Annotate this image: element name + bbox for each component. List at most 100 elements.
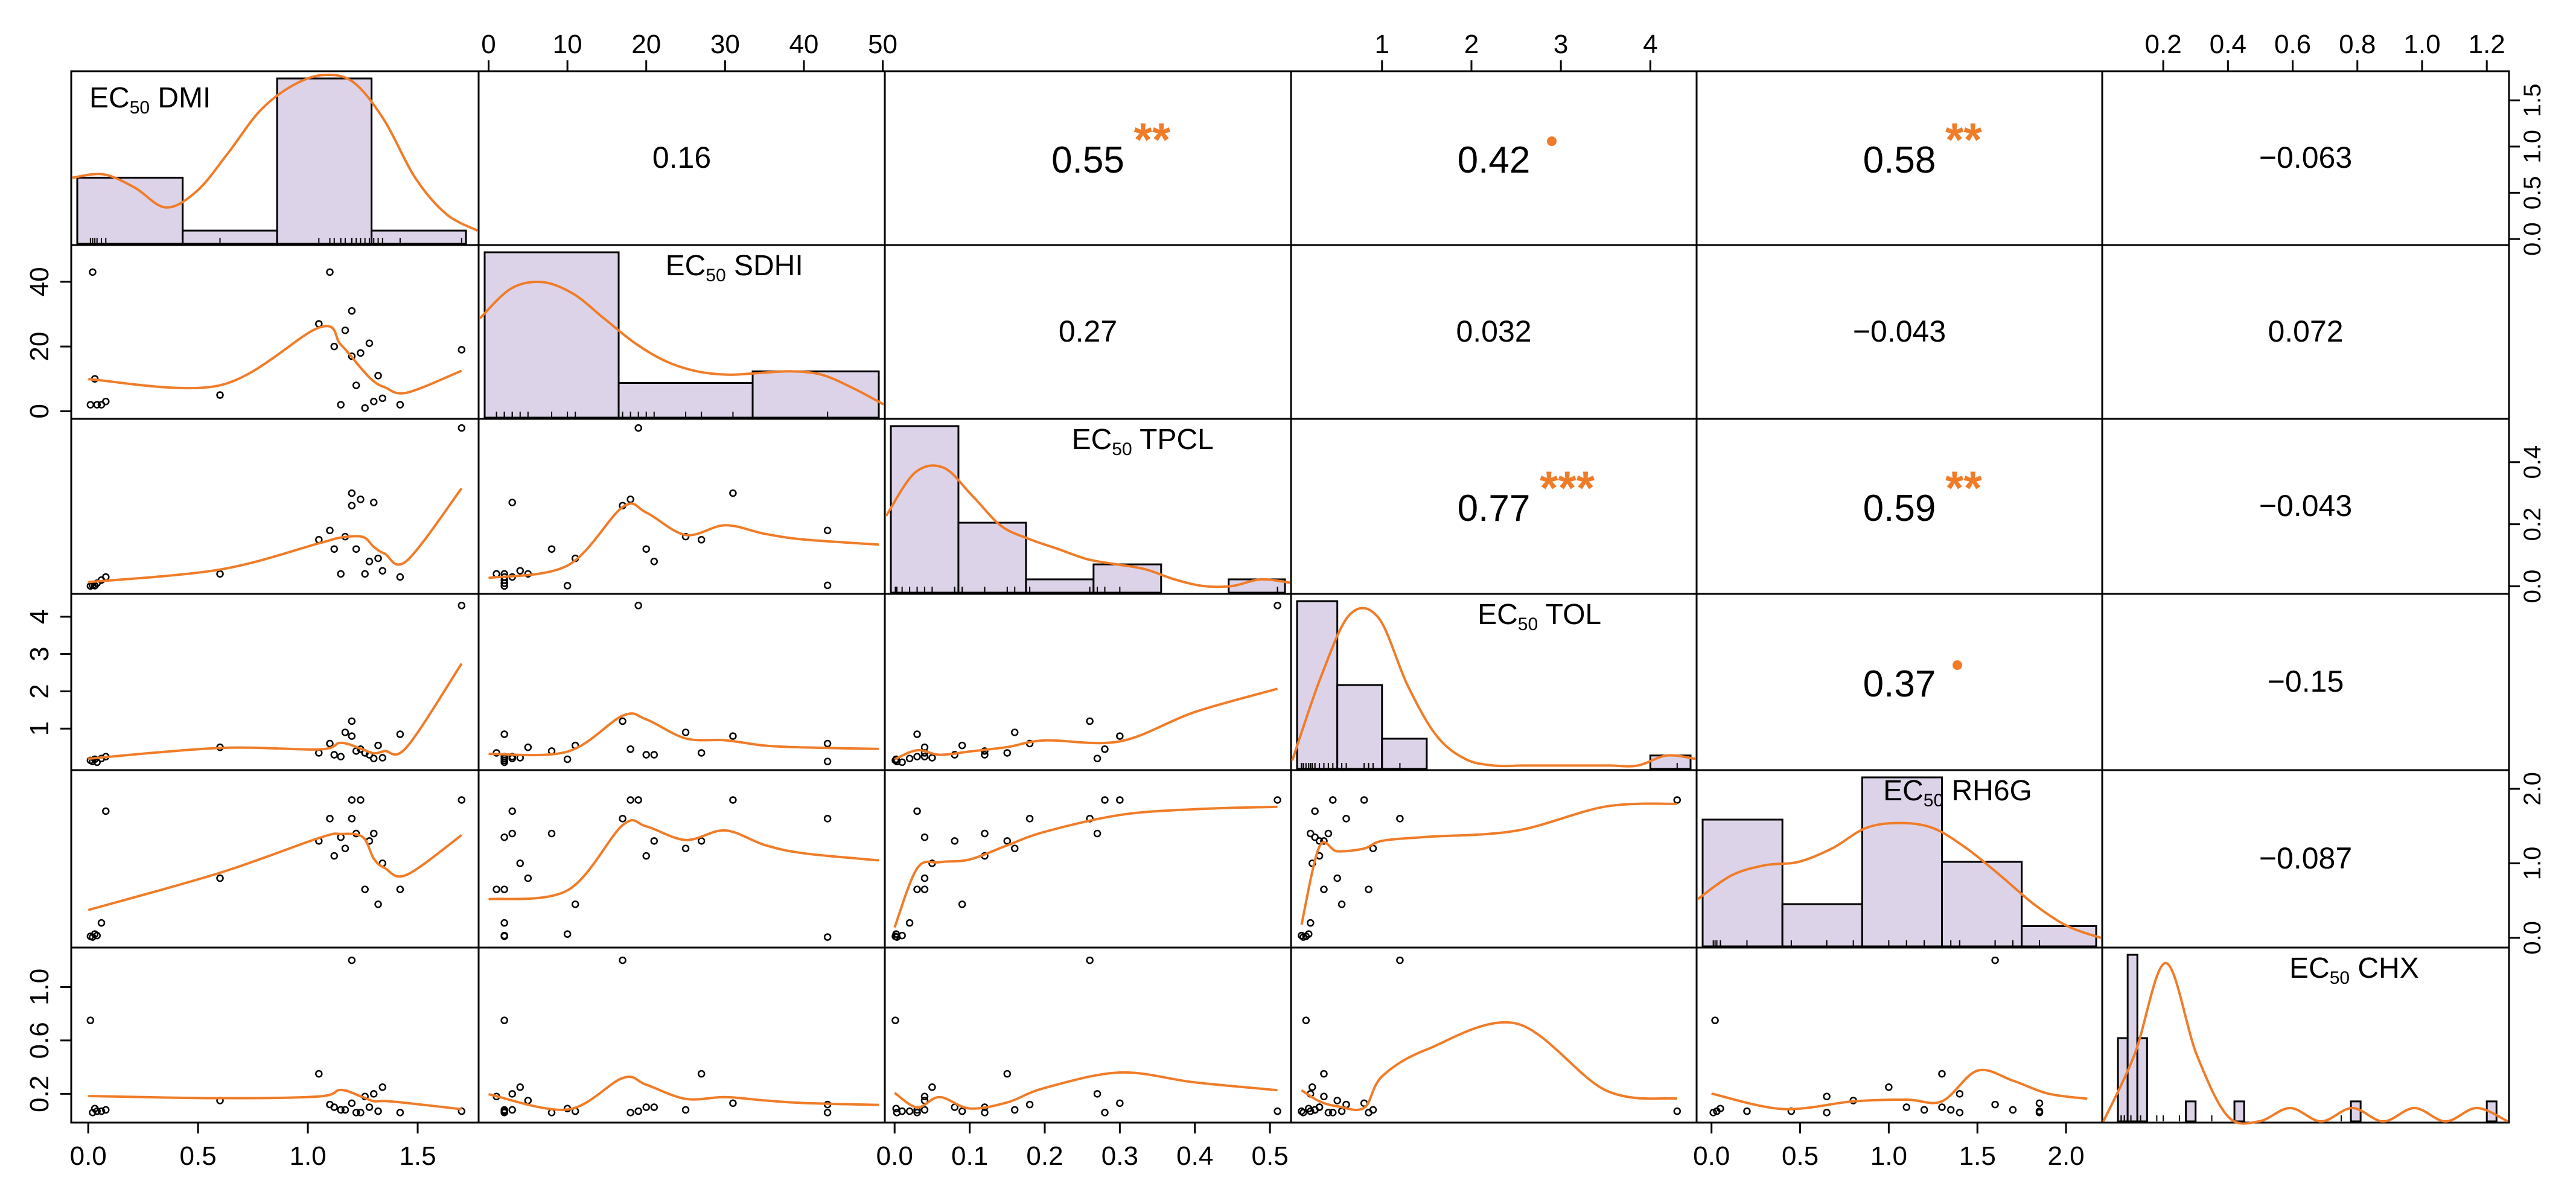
scatter-point-chx-vs-dmi [97, 1107, 106, 1115]
scatter-point-chx-vs-rh6g [1713, 1107, 1721, 1115]
hist-bar-chx [2350, 1100, 2362, 1123]
scatter-point-tol-vs-tpcl [913, 730, 921, 738]
smoother-line-rh6g-vs-dmi [88, 832, 462, 911]
scatter-point-tol-vs-dmi [315, 749, 323, 757]
smoother-line-tol-vs-sdhi [488, 712, 879, 757]
scatter-point-chx-vs-rh6g [1823, 1092, 1831, 1101]
scatter-point-rh6g-vs-dmi [326, 815, 334, 823]
smoother-line-rh6g-vs-tol [1300, 802, 1677, 925]
hist-bar-dmi [76, 176, 184, 245]
panel-frame-chx-rh6g [1695, 946, 2103, 1124]
scatter-point-rh6g-vs-sdhi [681, 844, 690, 852]
hist-bar-dmi [182, 229, 278, 245]
hist-bar-chx [2136, 1037, 2148, 1123]
scatter-point-sdhi-vs-dmi [326, 268, 334, 276]
scatter-point-tpcl-vs-dmi [378, 567, 387, 575]
scatter-point-rh6g-vs-tol [1306, 919, 1315, 927]
scatter-point-rh6g-vs-tpcl [981, 829, 989, 838]
hist-bar-chx [2233, 1100, 2245, 1123]
scatter-point-tpcl-vs-sdhi [634, 424, 642, 432]
scatter-point-chx-vs-dmi [352, 1109, 360, 1117]
axis-tick-label-bottom-rh6g: 1.5 [1959, 1141, 1996, 1171]
scatter-point-chx-vs-rh6g [1991, 956, 1999, 964]
scatter-point-tpcl-vs-sdhi [547, 545, 556, 553]
scatter-point-rh6g-vs-tol [1320, 837, 1328, 845]
scatter-point-rh6g-vs-tol [1324, 829, 1333, 838]
scatter-point-chx-vs-rh6g [1991, 1100, 1999, 1109]
hist-bar-rh6g [1701, 818, 1784, 948]
significance-stars-dmi-tpcl: ** [1134, 113, 1171, 166]
scatter-point-chx-vs-dmi [348, 956, 356, 964]
scatter-point-sdhi-vs-dmi [86, 401, 95, 409]
axis-tick-label-bottom-tpcl: 0.3 [1101, 1141, 1138, 1171]
axis-tick-label-left-tol: 3 [25, 646, 54, 661]
scatter-point-tpcl-vs-dmi [337, 570, 345, 578]
scatter-point-rh6g-vs-sdhi [619, 815, 626, 823]
scatter-point-chx-vs-dmi [330, 1103, 338, 1111]
scatter-point-chx-vs-sdhi [729, 1099, 737, 1108]
hist-bar-rh6g [2021, 925, 2097, 948]
axis-tick-label-right: 1.0 [2519, 847, 2546, 881]
correlation-value-sdhi-tpcl: 0.27 [1059, 314, 1117, 348]
scatter-point-chx-vs-dmi [396, 1109, 404, 1117]
scatter-point-rh6g-vs-dmi [396, 885, 404, 893]
axis-tick-label-top-chx: 1.2 [2469, 30, 2505, 59]
scatter-point-tol-vs-dmi [370, 754, 378, 762]
scatter-point-tol-vs-sdhi [500, 730, 508, 738]
scatter-point-sdhi-vs-dmi [337, 401, 345, 409]
scatter-point-rh6g-vs-dmi [348, 815, 356, 823]
scatter-point-rh6g-vs-tpcl [913, 885, 921, 893]
scatter-point-chx-vs-rh6g [1946, 1106, 1955, 1114]
axis-tick-label-top-chx: 0.8 [2339, 30, 2376, 59]
panel-frame-rh6g-dmi [70, 769, 480, 949]
scatter-point-tpcl-vs-dmi [457, 424, 466, 432]
correlation-value-tpcl-tol: 0.77 [1458, 488, 1531, 529]
axis-tick-label-bottom-rh6g: 2.0 [2047, 1141, 2084, 1171]
correlation-value-sdhi-chx: 0.072 [2268, 314, 2343, 348]
scatter-point-sdhi-vs-dmi [370, 397, 378, 406]
axis-tick-label-top-tol: 1 [1375, 30, 1389, 59]
significance-dot-dmi-tol [1547, 136, 1557, 146]
axis-tick-label-right: 0.4 [2519, 445, 2546, 479]
significance-stars-tpcl-tol: *** [1540, 461, 1595, 514]
smoother-line-tpcl-vs-sdhi [488, 502, 879, 579]
scatter-point-tol-vs-tpcl [913, 753, 921, 760]
scatter-point-tol-vs-sdhi [823, 757, 832, 765]
scatter-point-rh6g-vs-tol [1320, 885, 1328, 893]
scatter-point-tol-vs-dmi [348, 732, 356, 740]
scatter-point-rh6g-vs-tpcl [1010, 844, 1019, 852]
scatter-point-sdhi-vs-dmi [361, 404, 369, 412]
scatter-point-tpcl-vs-sdhi [626, 496, 634, 503]
hist-bar-sdhi [483, 251, 620, 419]
panel-frame-chx-tpcl [884, 946, 1292, 1124]
scatter-point-chx-vs-sdhi [681, 1106, 690, 1114]
scatter-point-tol-vs-dmi [341, 728, 349, 736]
correlation-value-tpcl-chx: −0.043 [2259, 489, 2352, 523]
scatter-point-chx-vs-tol [1365, 1109, 1372, 1117]
smoother-line-tol-vs-tpcl [894, 687, 1278, 760]
panel-frame-rh6g-sdhi [477, 769, 886, 949]
scatter-point-chx-vs-tol [1324, 1109, 1333, 1117]
smoother-line-chx-vs-dmi [88, 1088, 462, 1111]
axis-tick-label-top-chx: 1.0 [2403, 30, 2440, 59]
axis-tick-label-right: 0.2 [2519, 508, 2546, 541]
scatter-point-sdhi-vs-dmi [352, 381, 360, 389]
scatter-point-chx-vs-dmi [102, 1106, 110, 1114]
density-line-sdhi [479, 280, 884, 406]
scatter-point-chx-vs-dmi [357, 1109, 365, 1117]
scatter-point-chx-vs-tol [1306, 1107, 1315, 1115]
scatter-point-chx-vs-tpcl [928, 1083, 936, 1091]
scatter-point-tpcl-vs-dmi [348, 502, 356, 509]
correlation-value-sdhi-tol: 0.032 [1456, 314, 1531, 348]
scatter-point-tpcl-vs-sdhi [681, 532, 690, 541]
axis-tick-label-bottom-tpcl: 0.0 [876, 1141, 913, 1171]
axis-tick-label-left-tol: 4 [25, 610, 54, 624]
scatter-point-chx-vs-sdhi [500, 1106, 508, 1114]
scatter-point-tol-vs-sdhi [729, 732, 737, 740]
scatter-point-rh6g-vs-sdhi [823, 933, 832, 941]
scatter-point-rh6g-vs-tpcl [920, 885, 929, 893]
scatter-point-rh6g-vs-tpcl [913, 807, 921, 815]
scatter-point-chx-vs-rh6g [1709, 1109, 1717, 1117]
significance-stars-dmi-rh6g: ** [1945, 113, 1982, 166]
variable-label-tpcl: EC50 TPCL [1072, 424, 1214, 459]
